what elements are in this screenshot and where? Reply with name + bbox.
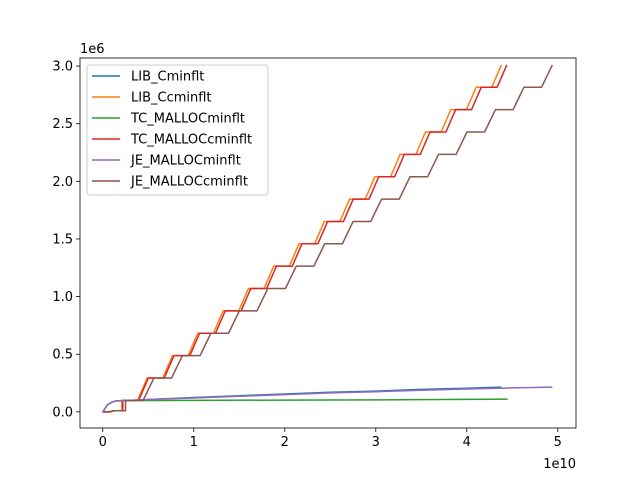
y-tick-label: 3.0 — [52, 60, 73, 75]
legend-label: LIB_Cminflt — [131, 70, 204, 85]
legend-label: JE_MALLOCminflt — [130, 154, 241, 169]
x-tick-label: 5 — [554, 435, 562, 450]
axes-frame — [79, 57, 577, 429]
legend-label: JE_MALLOCcminflt — [130, 175, 248, 190]
y-tick-label: 1.5 — [52, 232, 73, 247]
legend-label: TC_MALLOCcminflt — [130, 133, 252, 148]
legend-frame — [86, 64, 269, 196]
x-tick-label: 0 — [99, 435, 107, 450]
y-tick-label: 0.0 — [52, 405, 73, 420]
legend-label: TC_MALLOCminflt — [130, 112, 245, 127]
legend: LIB_Cminflt LIB_Ccminflt TC_MALLOCminflt TC… — [86, 64, 269, 196]
series-layer — [102, 64, 554, 413]
x-tick-label: 3 — [372, 435, 380, 450]
y-tick-label: 0.5 — [52, 348, 73, 363]
series-line-je-mallocminflt — [102, 386, 553, 413]
x-offset-label: 1e10 — [543, 457, 576, 472]
y-axis: 0.0 0.5 1.0 1.5 2.0 2.5 3.0 — [52, 60, 80, 420]
y-tick-label: 2.0 — [52, 175, 73, 190]
series-line-je-malloccminflt — [102, 64, 554, 413]
legend-label: LIB_Ccminflt — [131, 91, 212, 106]
x-tick-label: 1 — [190, 435, 198, 450]
y-tick-label: 2.5 — [52, 117, 73, 132]
y-offset-label: 1e6 — [80, 42, 105, 57]
x-axis: 0 1 2 3 4 5 — [99, 428, 562, 450]
y-tick-label: 1.0 — [52, 290, 73, 305]
x-tick-label: 4 — [463, 435, 471, 450]
x-tick-label: 2 — [281, 435, 289, 450]
series-line-tc-malloccminflt — [102, 64, 508, 413]
